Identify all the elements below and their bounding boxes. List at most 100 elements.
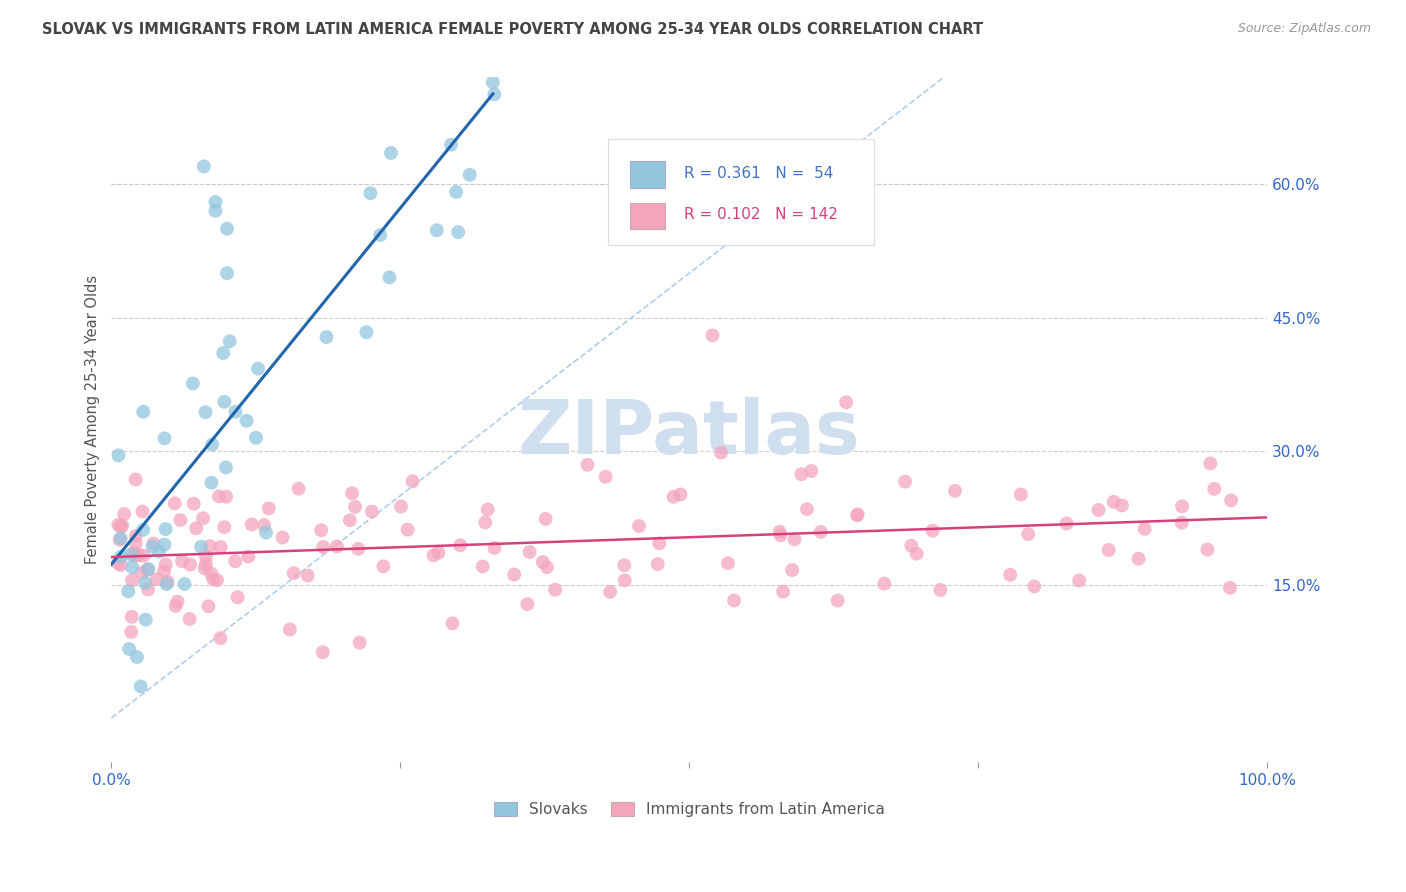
Point [148,544,170,558]
Point [129,679,152,693]
Point [155,522,177,536]
Point [254,525,277,540]
Point [613,558,636,573]
Point [297,568,319,582]
Point [1111,499,1133,513]
Point [191,511,214,525]
Point [146,572,169,586]
Point [253,518,276,533]
Point [536,560,558,574]
Point [380,145,402,160]
Point [194,558,217,572]
Point [599,585,621,599]
Point [769,524,792,539]
Point [595,470,617,484]
Point [155,558,177,572]
Point [662,490,685,504]
Point [111,518,134,533]
Text: Source: ZipAtlas.com: Source: ZipAtlas.com [1237,22,1371,36]
Point [344,500,367,514]
Point [120,624,142,639]
Point [1171,516,1194,530]
Point [929,582,952,597]
Point [422,549,444,563]
Point [135,613,157,627]
Point [245,431,267,445]
Point [1102,495,1125,509]
Point [283,566,305,581]
Point [401,475,423,489]
Point [179,612,201,626]
Point [359,186,381,201]
Point [183,497,205,511]
Point [810,524,832,539]
Point [846,508,869,523]
Point [131,504,153,518]
Legend: Slovaks, Immigrants from Latin America: Slovaks, Immigrants from Latin America [488,796,891,823]
Point [170,554,193,568]
Point [136,563,159,577]
Point [132,405,155,419]
Point [921,524,943,538]
Point [110,549,132,564]
Point [1199,457,1222,471]
Point [212,346,235,360]
Point [179,558,201,572]
Point [519,545,541,559]
Point [110,558,132,573]
Point [181,376,204,391]
Point [477,502,499,516]
Point [131,566,153,580]
Y-axis label: Female Poverty Among 25-34 Year Olds: Female Poverty Among 25-34 Year Olds [86,276,100,565]
Point [772,584,794,599]
Point [200,566,222,581]
Point [138,562,160,576]
Point [1219,581,1241,595]
Point [484,541,506,555]
Point [215,221,238,235]
Point [235,414,257,428]
Point [474,516,496,530]
Point [710,445,733,459]
FancyBboxPatch shape [609,139,875,245]
Point [224,554,246,568]
Point [120,548,142,562]
Point [516,597,538,611]
Point [218,334,240,349]
Point [124,473,146,487]
Point [142,536,165,550]
Point [389,500,412,514]
Point [315,330,337,344]
Point [1098,543,1121,558]
Point [125,650,148,665]
Point [669,487,692,501]
Point [194,549,217,564]
Point [484,87,506,102]
FancyBboxPatch shape [630,202,665,229]
Point [943,483,966,498]
Point [209,631,232,645]
Point [247,361,270,376]
Text: R = 0.361   N =  54: R = 0.361 N = 54 [683,166,832,181]
Text: R = 0.102   N = 142: R = 0.102 N = 142 [683,207,838,222]
Point [1133,522,1156,536]
Point [373,559,395,574]
Point [238,549,260,564]
Point [202,573,225,587]
Point [648,536,671,550]
Point [613,574,636,588]
Point [780,563,803,577]
Point [153,564,176,578]
Point [117,584,139,599]
Point [356,325,378,339]
Point [215,460,238,475]
Point [544,582,567,597]
Point [534,512,557,526]
Point [278,623,301,637]
Point [214,520,236,534]
Text: SLOVAK VS IMMIGRANTS FROM LATIN AMERICA FEMALE POVERTY AMONG 25-34 YEAR OLDS COR: SLOVAK VS IMMIGRANTS FROM LATIN AMERICA … [42,22,983,37]
Point [827,593,849,607]
Point [309,523,332,537]
Point [503,567,526,582]
Point [186,521,208,535]
